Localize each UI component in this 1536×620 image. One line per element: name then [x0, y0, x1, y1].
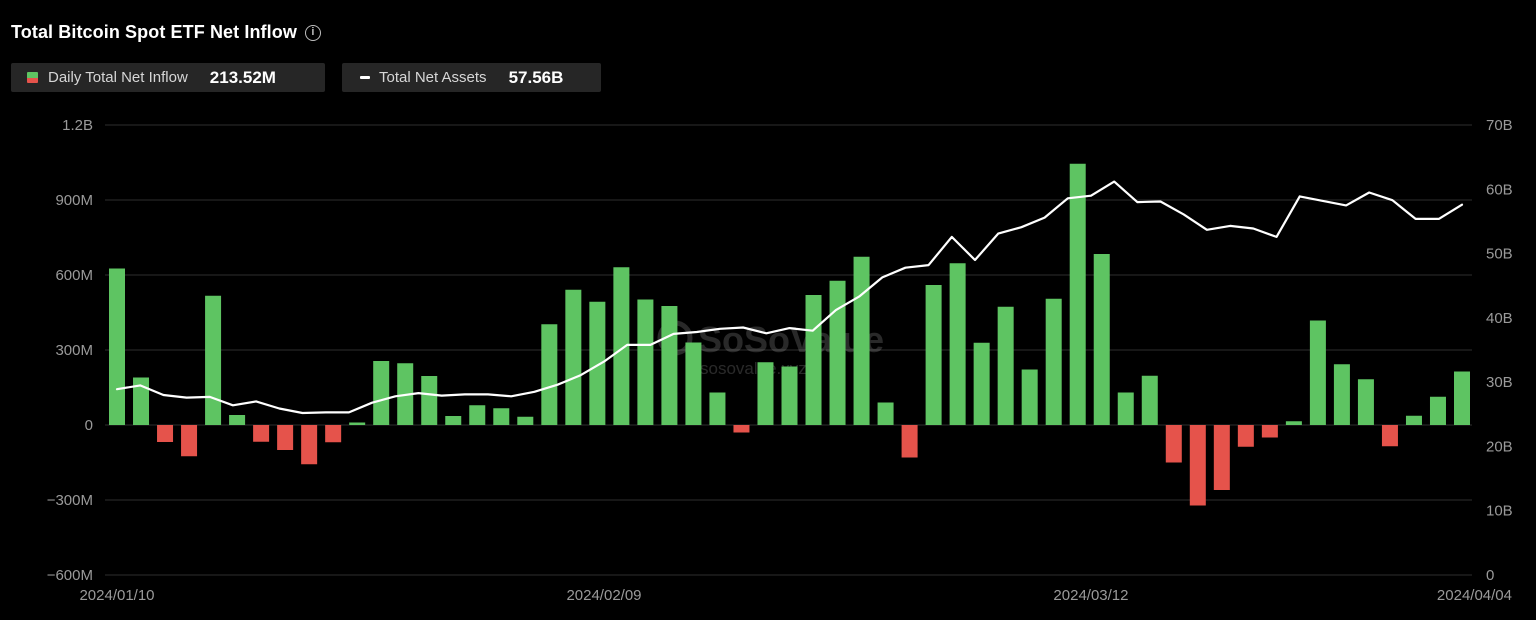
left-axis-tick-label: 0 — [85, 417, 93, 434]
watermark: SoSoValue sosovalue.xyz — [657, 319, 884, 378]
inflow-bar — [541, 324, 558, 425]
inflow-bar — [1309, 320, 1326, 425]
inflow-bar — [733, 425, 750, 433]
bar-series — [109, 163, 1470, 506]
inflow-bar — [349, 422, 366, 425]
inflow-bar — [1261, 425, 1278, 438]
inflow-bar — [1405, 415, 1422, 425]
inflow-bar — [853, 256, 870, 425]
inflow-bar — [685, 342, 702, 425]
legend-item-assets[interactable]: Total Net Assets 57.56B — [342, 63, 601, 92]
left-axis-tick-label: 300M — [55, 342, 93, 359]
inflow-bar — [709, 392, 726, 425]
chart-title-text: Total Bitcoin Spot ETF Net Inflow — [11, 22, 297, 42]
inflow-bar — [1285, 421, 1302, 425]
inflow-bar — [1381, 425, 1398, 447]
right-axis-tick-label: 10B — [1486, 503, 1513, 520]
inflow-bar — [781, 366, 798, 425]
inflow-bar — [229, 415, 246, 425]
inflow-bar — [253, 425, 270, 442]
right-axis-tick-label: 20B — [1486, 438, 1513, 455]
right-axis-tick-label: 70B — [1486, 117, 1513, 134]
left-axis-tick-label: −600M — [47, 567, 93, 584]
inflow-bar — [133, 377, 150, 425]
line-series — [115, 180, 1464, 415]
right-axis-tick-label: 50B — [1486, 246, 1513, 263]
info-icon[interactable]: i — [304, 24, 321, 41]
inflow-bar — [997, 306, 1014, 425]
right-axis-tick-label: 30B — [1486, 374, 1513, 391]
legend-inflow-label: Daily Total Net Inflow — [48, 69, 188, 86]
chart-title: Total Bitcoin Spot ETF Net Inflow i — [11, 22, 321, 43]
left-axis-tick-label: 900M — [55, 192, 93, 209]
inflow-bar — [1454, 371, 1470, 425]
right-axis: 70B 60B 50B 40B 30B 20B 10B 0 — [1486, 117, 1513, 584]
inflow-bar — [805, 295, 822, 425]
inflow-bar — [925, 285, 942, 425]
inflow-bar — [901, 425, 918, 458]
inflow-bar — [1141, 375, 1158, 425]
watermark-brand: SoSoValue — [698, 319, 884, 360]
left-axis-tick-label: 600M — [55, 267, 93, 284]
inflow-bar — [973, 342, 990, 425]
inflow-bar — [1333, 364, 1350, 425]
legend-assets-label: Total Net Assets — [379, 69, 487, 86]
left-axis-tick-label: 1.2B — [62, 117, 93, 134]
inflow-bar — [445, 416, 462, 425]
inflow-bar — [877, 402, 894, 425]
inflow-bar — [373, 361, 390, 425]
legend-item-inflow[interactable]: Daily Total Net Inflow 213.52M — [11, 63, 325, 92]
inflow-bar — [157, 425, 174, 442]
inflow-bar — [637, 299, 654, 425]
inflow-bar — [565, 289, 582, 425]
inflow-bar — [109, 268, 125, 425]
legend-inflow-value: 213.52M — [209, 67, 276, 87]
x-axis: 2024/01/10 2024/02/09 2024/03/12 2024/04/04 — [79, 587, 1512, 604]
inflow-bar — [517, 416, 534, 425]
inflow-bar — [277, 425, 294, 450]
inflow-bar — [589, 301, 606, 425]
bar-swatch-icon — [27, 72, 38, 83]
inflow-bar — [1237, 425, 1254, 447]
x-axis-tick-label: 2024/04/04 — [1437, 587, 1512, 604]
inflow-bar — [1429, 396, 1446, 425]
x-axis-tick-label: 2024/03/12 — [1053, 587, 1128, 604]
left-axis: 1.2B 900M 600M 300M 0 −300M −600M — [47, 117, 93, 584]
inflow-bar — [661, 306, 678, 425]
net-assets-line — [115, 180, 1464, 415]
inflow-bar — [301, 425, 318, 465]
inflow-bar — [1093, 254, 1110, 425]
x-axis-tick-label: 2024/01/10 — [79, 587, 154, 604]
inflow-bar — [829, 280, 846, 425]
right-axis-tick-label: 0 — [1486, 567, 1494, 584]
inflow-bar — [949, 263, 966, 425]
inflow-bar — [421, 376, 438, 425]
inflow-bar — [757, 362, 774, 425]
inflow-bar — [1165, 425, 1182, 463]
x-axis-tick-label: 2024/02/09 — [566, 587, 641, 604]
watermark-url: sosovalue.xyz — [700, 359, 807, 378]
inflow-bar — [1213, 425, 1230, 490]
legend-assets-value: 57.56B — [508, 67, 564, 87]
line-swatch-icon — [360, 76, 370, 79]
inflow-bar — [613, 267, 630, 425]
inflow-bar — [325, 425, 342, 443]
inflow-bar — [1069, 163, 1086, 425]
right-axis-tick-label: 40B — [1486, 310, 1513, 327]
inflow-bar — [469, 405, 486, 425]
inflow-bar — [205, 295, 222, 425]
inflow-bar — [1045, 298, 1062, 425]
inflow-bar — [181, 425, 198, 457]
inflow-bar — [1357, 379, 1374, 425]
right-axis-tick-label: 60B — [1486, 181, 1513, 198]
left-axis-tick-label: −300M — [47, 492, 93, 509]
inflow-bar — [493, 408, 510, 425]
inflow-bar — [1021, 369, 1038, 425]
inflow-bar — [1189, 425, 1206, 506]
inflow-bar — [1117, 392, 1134, 425]
